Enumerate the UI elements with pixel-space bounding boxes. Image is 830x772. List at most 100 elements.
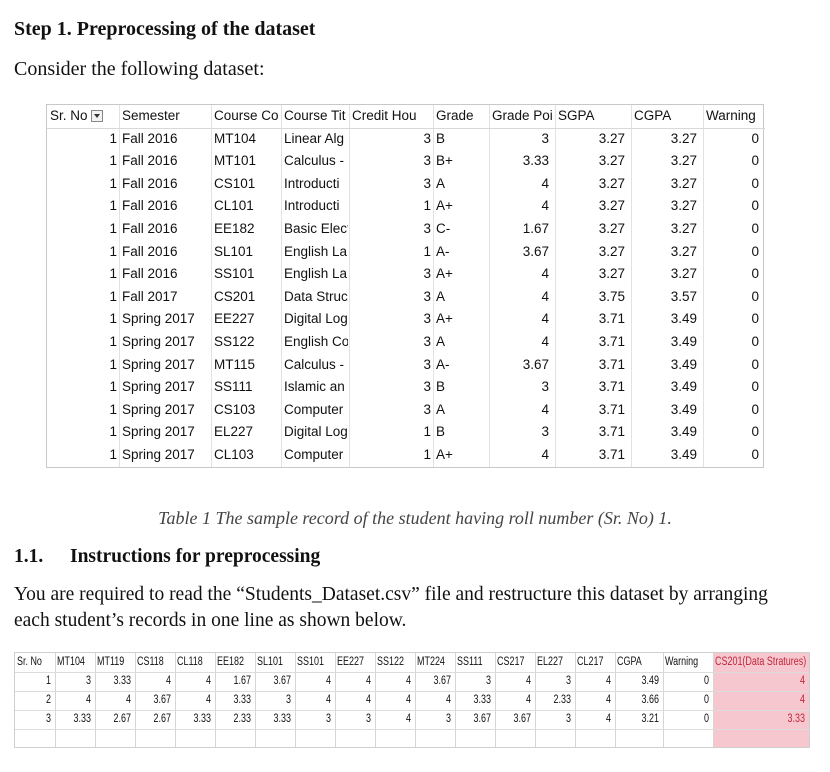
- table-cell: 3: [46, 713, 51, 725]
- table-cell: 2.67: [113, 713, 131, 725]
- table-row: 1 Fall 2016 EE182 Basic Elect 3 C- 1.67 3.27 3.2…: [47, 218, 765, 241]
- table-cell: Basic Elect: [284, 221, 348, 236]
- table-cell: MT104: [214, 130, 257, 146]
- table-header-row: Sr. No MT104 MT119 CS118 CL118 EE182 SL101 SS10…: [15, 653, 809, 673]
- table-cell: 4: [206, 694, 211, 706]
- table-cell: 3: [423, 221, 431, 236]
- table-cell: 1: [109, 288, 117, 304]
- grid-line: [535, 653, 536, 747]
- table-row: 2 4 4 3.67 4 3.33 3 4 4 4 4 3.33 4 2.33 4 3.66 0 4: [15, 691, 809, 711]
- column-header[interactable]: Grade Poi: [492, 105, 555, 128]
- table-cell: 3.71: [598, 401, 625, 417]
- table-cell: Digital Log: [284, 311, 348, 327]
- table-cell: 2.67: [153, 713, 171, 725]
- table-cell: 3.27: [670, 198, 697, 214]
- column-header: CGPA: [617, 656, 642, 668]
- column-header: SL101: [257, 656, 283, 668]
- table-cell: 4: [541, 288, 549, 304]
- table-cell: CL103: [214, 447, 254, 462]
- grid-line: [175, 653, 176, 747]
- table-cell: 1: [423, 198, 431, 214]
- column-header: CS201(Data Stratures): [715, 656, 807, 668]
- column-header: Warning: [665, 656, 699, 668]
- column-header: EL227: [537, 656, 563, 668]
- column-header: EE227: [337, 656, 364, 668]
- table-header-row: Sr. No Semester Course Co Course Tit Credit …: [47, 105, 765, 129]
- column-header: CS217: [497, 656, 525, 668]
- grid-line: [433, 105, 434, 467]
- column-header[interactable]: Sr. No: [50, 105, 119, 128]
- table-cell: EL227: [214, 424, 254, 440]
- table-cell: 4: [541, 175, 549, 191]
- table-cell: Computer: [284, 447, 344, 462]
- table-cell: 1: [423, 243, 431, 259]
- table-cell: Fall 2016: [122, 198, 178, 214]
- section-heading: 1.1. Instructions for preprocessing: [14, 546, 320, 568]
- table-cell: 3.27: [598, 175, 625, 191]
- sample-record-table: Sr. No Semester Course Co Course Tit Credit …: [46, 104, 765, 468]
- intro-text: Consider the following dataset:: [14, 58, 265, 80]
- table-cell: 1: [423, 447, 431, 462]
- column-header[interactable]: Grade: [436, 105, 489, 128]
- table-cell: Introducti: [284, 175, 340, 191]
- column-header[interactable]: SGPA: [558, 105, 631, 128]
- filter-dropdown-icon[interactable]: [90, 110, 103, 122]
- table-row: 1 Spring 2017 EL227 Digital Log 1 B 3 3.71 3.49 0: [47, 421, 765, 444]
- grid-line: [713, 653, 714, 747]
- table-cell: 4: [126, 694, 131, 706]
- table-cell: 1: [109, 266, 117, 282]
- step-heading: Step 1. Preprocessing of the dataset: [14, 18, 316, 40]
- table-cell: Data Struc: [284, 288, 348, 304]
- table-cell: Fall 2016: [122, 175, 178, 191]
- table-cell: 3.33: [787, 713, 805, 725]
- table-cell: Spring 2017: [122, 424, 195, 440]
- column-header: CL118: [177, 656, 203, 668]
- table-cell: 3.71: [598, 424, 625, 440]
- table-cell: 4: [541, 198, 549, 214]
- table-cell: 4: [406, 694, 411, 706]
- table-row: 1 Spring 2017 EE227 Digital Log 3 A+ 4 3.71 3.49…: [47, 308, 765, 331]
- table-cell: 3: [286, 694, 291, 706]
- column-header-label: Warning: [706, 108, 756, 123]
- table-cell: 0: [704, 713, 709, 725]
- table-cell: 3.67: [433, 675, 451, 687]
- column-header[interactable]: CGPA: [634, 105, 703, 128]
- table-cell: 3.49: [670, 424, 697, 440]
- table-cell: 3: [423, 334, 431, 349]
- table-cell: B: [436, 424, 446, 440]
- grid-line: [663, 653, 664, 747]
- column-header[interactable]: Semester: [122, 105, 211, 128]
- table-cell: 2.33: [233, 713, 251, 725]
- grid-line: [215, 653, 216, 747]
- table-cell: Digital Log: [284, 424, 348, 440]
- column-header[interactable]: Credit Hou: [352, 105, 433, 128]
- column-header-label: Grade Poi: [492, 108, 553, 123]
- table-cell: 3: [486, 675, 491, 687]
- column-header[interactable]: Warning: [706, 105, 765, 128]
- table-cell: CS101: [214, 175, 256, 191]
- table-cell: A-: [436, 356, 450, 372]
- table-cell: 3.33: [233, 694, 251, 706]
- column-header-label: Semester: [122, 108, 180, 123]
- table-cell: 3: [86, 675, 91, 687]
- table-cell: 0: [751, 221, 759, 236]
- grid-line: [631, 105, 632, 467]
- table-cell: 3.71: [598, 311, 625, 327]
- table-cell: Calculus -: [284, 356, 345, 372]
- instructions-line-1: You are required to read the “Students_D…: [14, 584, 768, 605]
- table-row: 3 3.33 2.67 2.67 3.33 2.33 3.33 3 3 4 3 3.67 3.67 3 4 3…: [15, 710, 809, 730]
- table-cell: 3.27: [598, 198, 625, 214]
- table-cell: 3: [446, 713, 451, 725]
- table-cell: 4: [206, 675, 211, 687]
- column-header: Sr. No: [17, 656, 42, 668]
- table-cell: 3: [423, 401, 431, 417]
- column-header[interactable]: Course Tit: [284, 105, 349, 128]
- column-header[interactable]: Course Co: [214, 105, 281, 128]
- table-row: 1 Spring 2017 SS122 English Co 3 A 4 3.71 3.49 0: [47, 331, 765, 354]
- table-cell: 3.49: [670, 447, 697, 462]
- grid-line: [703, 105, 704, 467]
- table-cell: 1: [109, 311, 117, 327]
- table-cell: 0: [704, 694, 709, 706]
- grid-line: [555, 105, 556, 467]
- table-cell: 0: [751, 401, 759, 417]
